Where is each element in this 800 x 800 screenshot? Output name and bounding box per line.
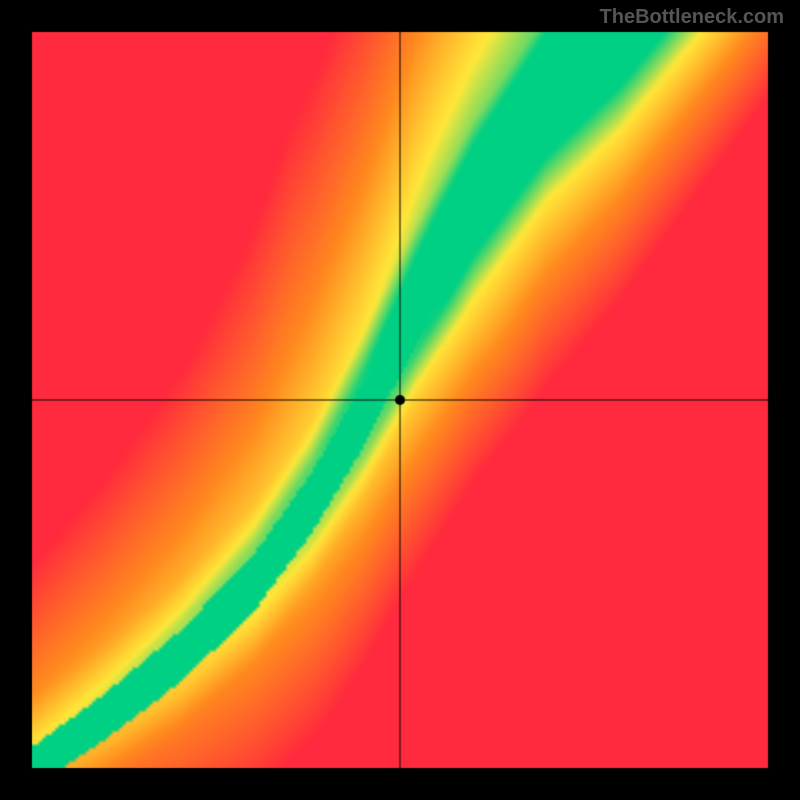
heatmap-canvas	[0, 0, 800, 800]
chart-container: TheBottleneck.com	[0, 0, 800, 800]
watermark-text: TheBottleneck.com	[600, 6, 784, 29]
